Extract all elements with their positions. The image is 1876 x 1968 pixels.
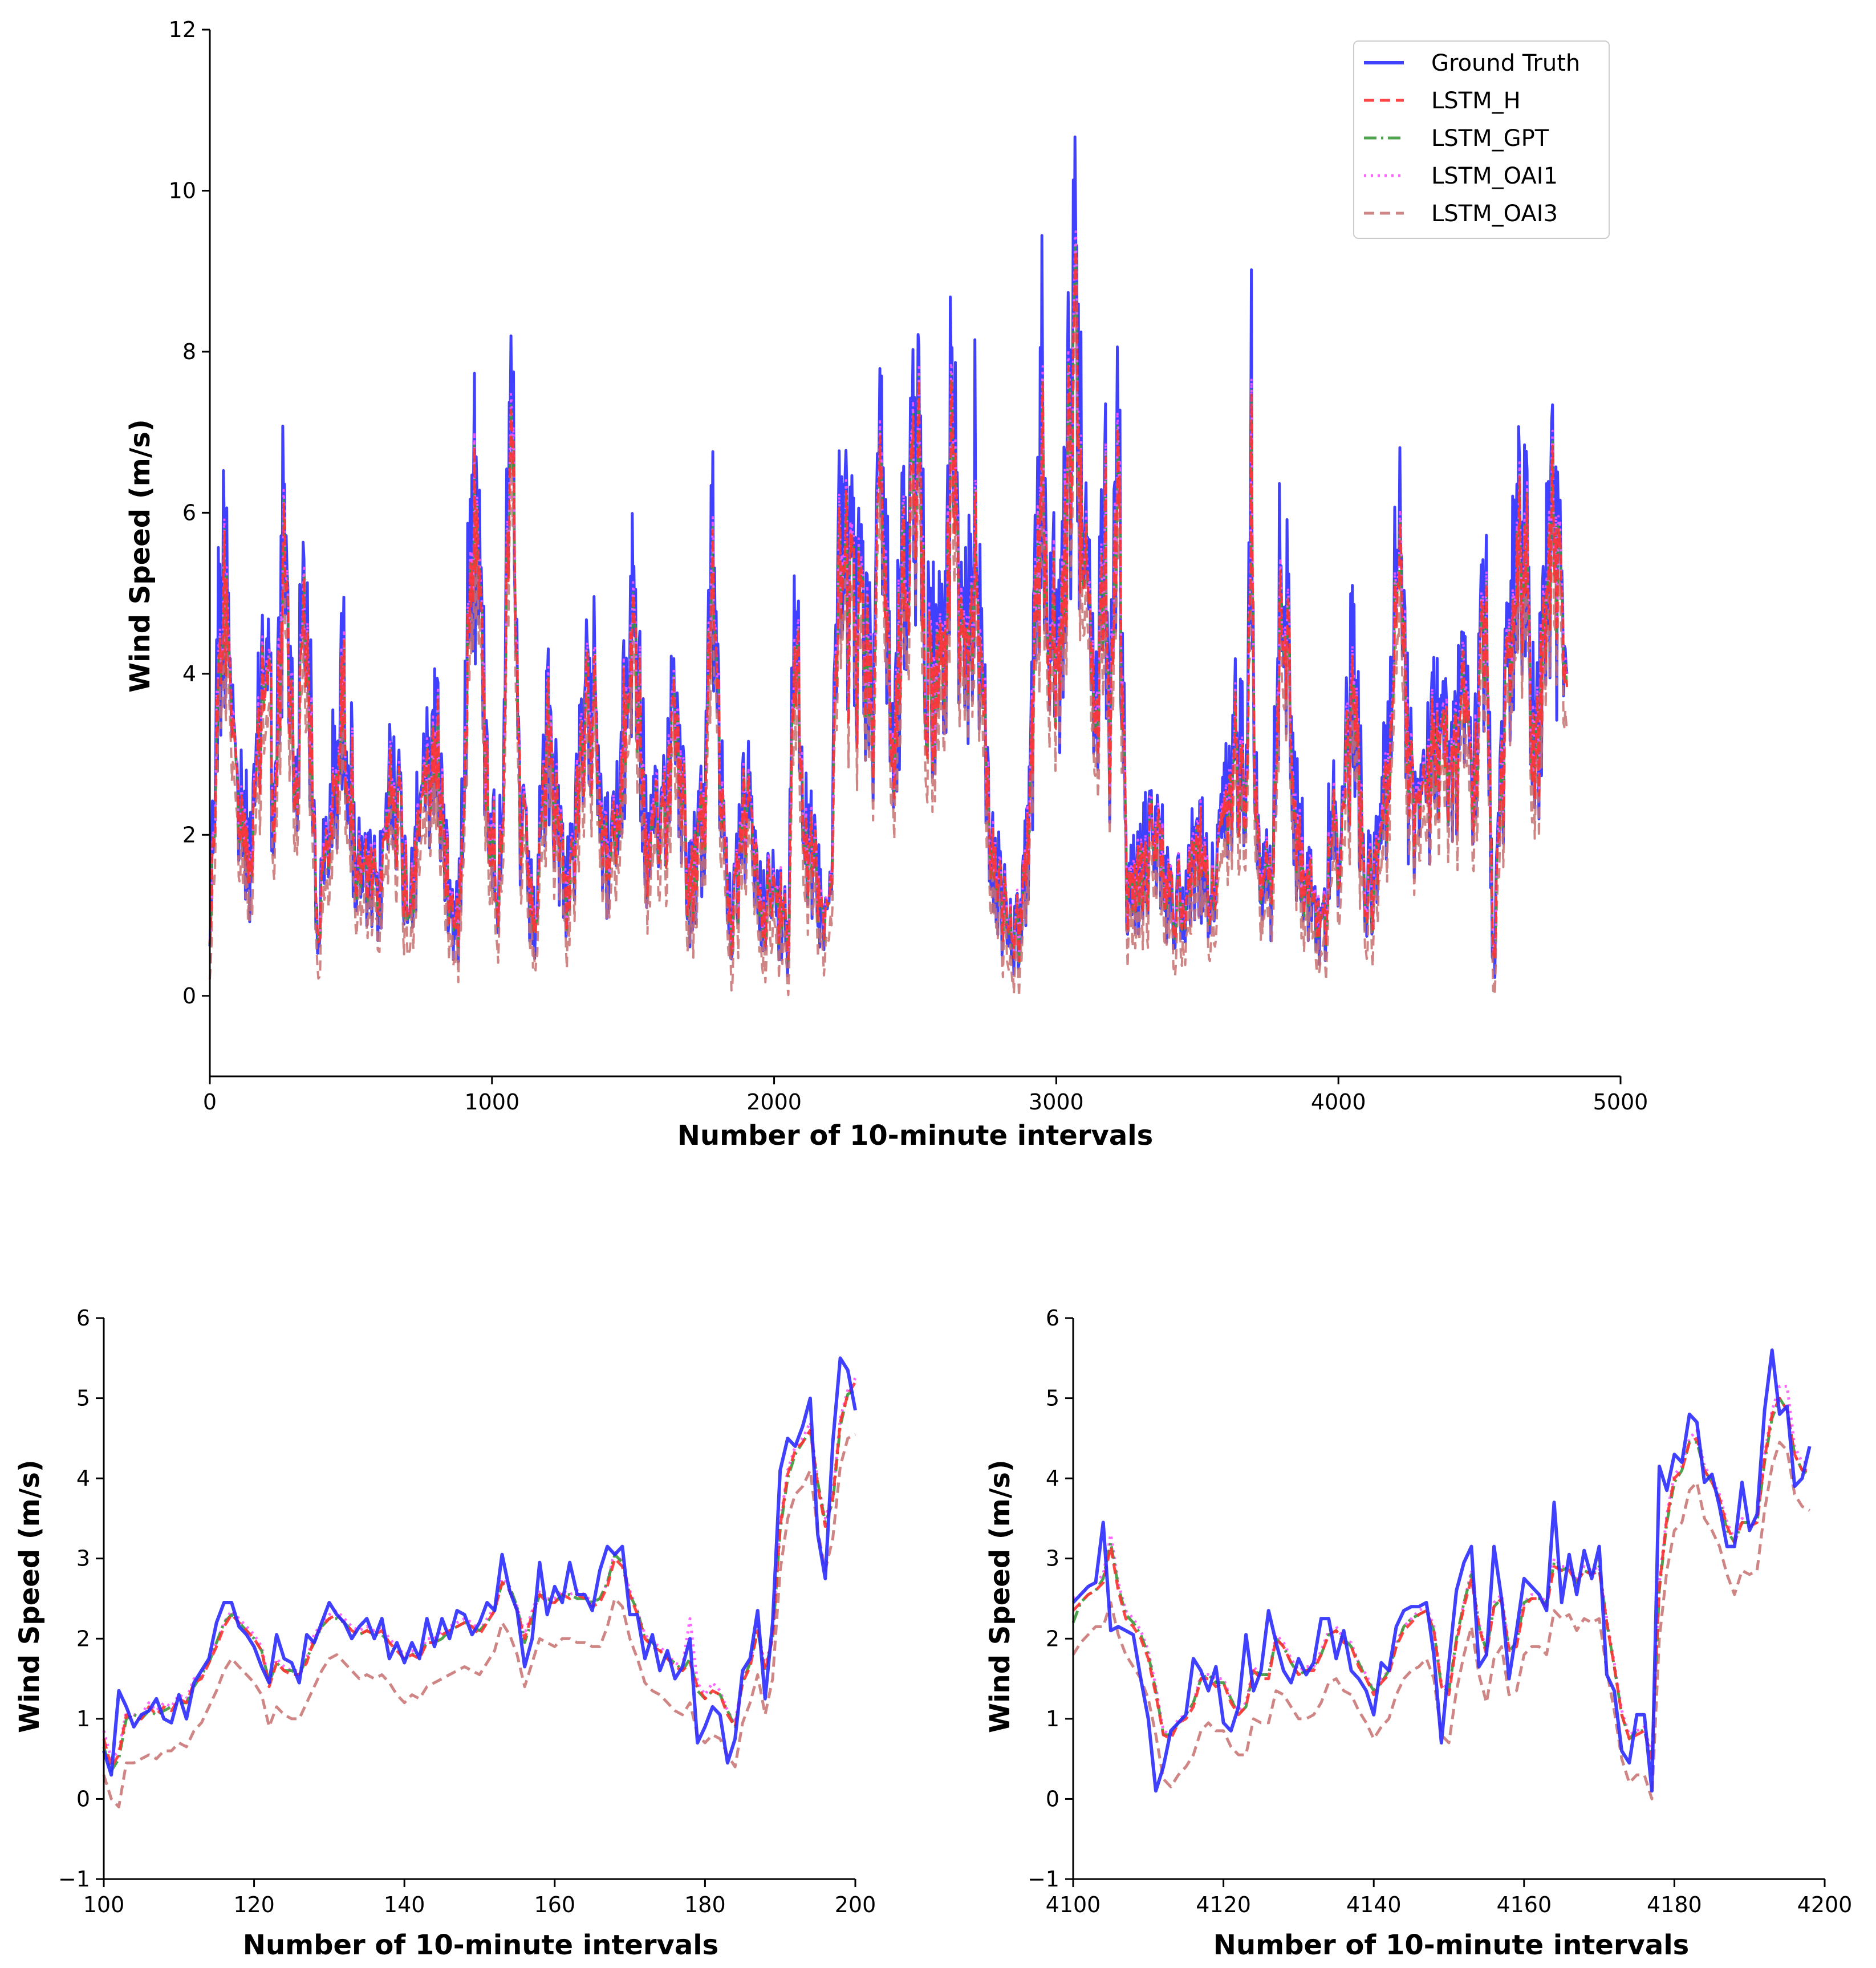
zoom-start-x-axis-label: Number of 10-minute intervals xyxy=(243,1929,718,1961)
x-tick-label: 140 xyxy=(384,1892,425,1917)
y-tick-label: 5 xyxy=(1046,1386,1059,1411)
y-tick-label: 4 xyxy=(76,1466,90,1491)
full-series-line-lstm-oai3 xyxy=(209,308,1568,998)
x-tick-label: 120 xyxy=(233,1892,275,1917)
y-tick-label: −1 xyxy=(1028,1867,1059,1892)
y-tick-label: 6 xyxy=(76,1306,90,1331)
x-tick-label: 160 xyxy=(534,1892,576,1917)
full-series-x-axis-label: Number of 10-minute intervals xyxy=(677,1120,1153,1152)
x-tick-label: 100 xyxy=(83,1892,125,1917)
zoom-end-axes: 4100 4120 4140 4160 4180 4200 −1 0 1 2 3 4 5 6 xyxy=(1028,1306,1852,1917)
zoom-end-y-axis-label: Wind Speed (m/s) xyxy=(984,1459,1016,1733)
x-tick-label: 0 xyxy=(203,1089,217,1115)
zoom-end-chart: 4100 4120 4140 4160 4180 4200 −1 0 1 2 3 4 5 6 Number… xyxy=(984,1306,1852,1961)
legend-lstm-h-label: LSTM_H xyxy=(1431,88,1521,114)
x-tick-label: 200 xyxy=(835,1892,876,1917)
legend: Ground Truth LSTM_H LSTM_GPT LSTM_OAI1 L… xyxy=(1353,40,1610,239)
y-tick-label: 10 xyxy=(169,178,196,203)
y-tick-label: 2 xyxy=(182,822,196,847)
full-series-plot-area xyxy=(208,135,1569,998)
x-tick-label: 4100 xyxy=(1046,1892,1101,1917)
legend-lstm-gpt-label: LSTM_GPT xyxy=(1431,125,1549,152)
y-tick-label: 1 xyxy=(1046,1706,1059,1731)
y-tick-label: 0 xyxy=(182,983,196,1009)
x-tick-label: 1000 xyxy=(464,1089,519,1115)
y-tick-label: 6 xyxy=(1046,1306,1059,1331)
zoom-start-plot-area xyxy=(102,1356,857,1808)
y-tick-label: 5 xyxy=(76,1386,90,1411)
full-series-line-lstm-h xyxy=(209,249,1568,962)
zoom-end-x-axis-label: Number of 10-minute intervals xyxy=(1213,1929,1689,1961)
y-tick-label: 1 xyxy=(76,1706,90,1731)
y-tick-label: 2 xyxy=(76,1626,90,1651)
zoom-start-line-lstm-gpt xyxy=(102,1389,856,1772)
legend-ground-truth-label: Ground Truth xyxy=(1431,50,1580,76)
y-tick-label: 3 xyxy=(1046,1546,1059,1571)
legend-lstm-oai3-label: LSTM_OAI3 xyxy=(1431,201,1558,227)
y-tick-label: −1 xyxy=(58,1867,90,1892)
y-tick-label: 2 xyxy=(1046,1626,1059,1651)
x-tick-label: 5000 xyxy=(1593,1089,1648,1115)
x-tick-label: 4000 xyxy=(1311,1089,1366,1115)
y-tick-label: 4 xyxy=(1046,1466,1059,1491)
x-tick-label: 4120 xyxy=(1196,1892,1251,1917)
y-tick-label: 3 xyxy=(76,1546,90,1571)
zoom-start-line-lstm-oai3 xyxy=(102,1433,856,1808)
legend-box xyxy=(1353,40,1610,239)
y-tick-label: 0 xyxy=(1046,1786,1059,1811)
legend-lstm-oai1-label: LSTM_OAI1 xyxy=(1431,163,1558,189)
zoom-start-line-lstm-h xyxy=(102,1381,857,1768)
zoom-end-line-lstm-oai3 xyxy=(1071,1441,1810,1800)
x-tick-label: 3000 xyxy=(1029,1089,1084,1115)
x-tick-label: 4160 xyxy=(1496,1892,1552,1917)
x-tick-label: 180 xyxy=(684,1892,726,1917)
y-tick-label: 4 xyxy=(182,661,196,686)
zoom-start-line-lstm-oai1 xyxy=(102,1377,857,1760)
y-tick-label: 6 xyxy=(182,500,196,525)
x-tick-label: 4200 xyxy=(1797,1892,1853,1917)
zoom-end-line-lstm-h xyxy=(1072,1397,1810,1760)
zoom-start-y-axis-label: Wind Speed (m/s) xyxy=(14,1459,46,1733)
full-series-axes: 0 1000 2000 3000 4000 5000 0 2 4 6 8 10 12 xyxy=(169,17,1648,1115)
zoom-end-plot-area xyxy=(1071,1348,1812,1800)
zoom-start-axes: 100 120 140 160 180 200 −1 0 1 2 3 4 5 6 xyxy=(58,1306,876,1917)
y-tick-label: 12 xyxy=(169,17,196,42)
y-tick-label: 0 xyxy=(76,1786,90,1811)
zoom-end-line-ground-truth xyxy=(1071,1348,1812,1793)
full-series-y-axis-label: Wind Speed (m/s) xyxy=(124,419,156,693)
x-tick-label: 2000 xyxy=(746,1089,802,1115)
full-series-chart: 0 1000 2000 3000 4000 5000 0 2 4 6 8 10 12 Number of… xyxy=(124,17,1648,1152)
y-tick-label: 8 xyxy=(182,339,196,364)
zoom-start-line-ground-truth xyxy=(102,1356,857,1777)
zoom-start-chart: 100 120 140 160 180 200 −1 0 1 2 3 4 5 6 Number of 10… xyxy=(14,1306,876,1961)
x-tick-label: 4180 xyxy=(1647,1892,1702,1917)
x-tick-label: 4140 xyxy=(1346,1892,1402,1917)
